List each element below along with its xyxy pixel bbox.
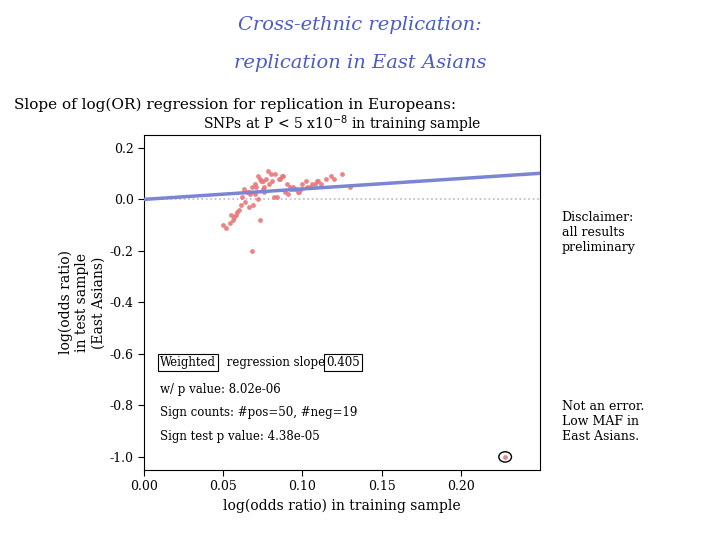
Point (246, 182, 258, 191)
Point (258, 187, 270, 196)
Point (224, 218, 235, 227)
Point (220, 224, 232, 232)
Text: Not an error.
Low MAF in
East Asians.: Not an error. Low MAF in East Asians. (562, 400, 644, 443)
Point (320, 174, 332, 183)
Text: replication in East Asians: replication in East Asians (234, 54, 486, 72)
Title: SNPs at P < 5 x10$^{-8}$ in training sample: SNPs at P < 5 x10$^{-8}$ in training sam… (203, 113, 481, 135)
Point (235, 200, 246, 209)
X-axis label: log(odds ratio) in training sample: log(odds ratio) in training sample (223, 499, 461, 513)
Point (294, 187, 305, 196)
Point (287, 182, 299, 191)
Point (297, 180, 308, 188)
Point (243, 187, 254, 196)
Point (325, 172, 337, 180)
Point (217, 221, 229, 230)
Point (268, 192, 279, 201)
Point (266, 177, 278, 186)
Point (273, 174, 284, 183)
Text: 0.405: 0.405 (326, 356, 360, 369)
Point (248, 200, 259, 209)
Point (225, 211, 237, 219)
Text: Sign counts: #pos=50, #neg=19: Sign counts: #pos=50, #neg=19 (160, 407, 357, 420)
Point (311, 177, 323, 186)
Point (344, 182, 356, 191)
Point (282, 190, 294, 199)
Point (306, 180, 318, 188)
Point (302, 182, 313, 191)
Point (227, 215, 238, 224)
Text: Sign test p value: 4.38e-05: Sign test p value: 4.38e-05 (160, 430, 320, 443)
Point (336, 170, 348, 178)
Point (300, 177, 311, 186)
Text: Slope of log(OR) regression for replication in Europeans:: Slope of log(OR) regression for replicat… (14, 97, 456, 112)
Text: regression slope:: regression slope: (223, 356, 333, 369)
Point (240, 198, 251, 206)
Y-axis label: log(odds ratio)
in test sample
(East Asians): log(odds ratio) in test sample (East Asi… (58, 251, 105, 354)
Point (295, 185, 307, 193)
Point (328, 174, 340, 183)
Point (257, 177, 269, 186)
Text: w/ p value: 8.02e-06: w/ p value: 8.02e-06 (160, 383, 281, 396)
Point (305, 182, 316, 191)
Point (256, 177, 267, 186)
Point (289, 185, 300, 193)
Point (252, 172, 264, 180)
Point (500, 453, 511, 461)
Point (312, 177, 324, 186)
Point (286, 185, 297, 193)
Point (281, 180, 292, 188)
Text: Cross-ethnic replication:: Cross-ethnic replication: (238, 16, 482, 34)
Point (290, 185, 302, 193)
Point (274, 174, 286, 183)
Point (260, 174, 271, 183)
Point (246, 247, 258, 255)
Point (243, 203, 254, 212)
Point (254, 174, 266, 183)
Point (252, 195, 264, 204)
Point (270, 170, 282, 178)
Point (276, 172, 287, 180)
Point (249, 190, 261, 199)
Point (232, 208, 243, 217)
Point (238, 185, 250, 193)
Point (265, 170, 276, 178)
Point (310, 180, 321, 188)
Point (230, 211, 242, 219)
Point (258, 182, 270, 191)
Point (241, 187, 253, 196)
Point (249, 180, 261, 188)
Point (262, 167, 274, 176)
Point (271, 192, 283, 201)
Point (244, 190, 256, 199)
Point (228, 213, 240, 222)
Point (264, 180, 275, 188)
Point (254, 215, 266, 224)
Point (257, 185, 269, 193)
Point (279, 187, 291, 196)
Point (233, 205, 245, 214)
Point (292, 187, 303, 196)
Text: Weighted: Weighted (160, 356, 216, 369)
Point (284, 182, 295, 191)
Point (278, 172, 289, 180)
Point (315, 180, 327, 188)
Point (236, 192, 248, 201)
Text: Disclaimer:
all results
preliminary: Disclaimer: all results preliminary (562, 211, 636, 254)
Point (251, 182, 262, 191)
